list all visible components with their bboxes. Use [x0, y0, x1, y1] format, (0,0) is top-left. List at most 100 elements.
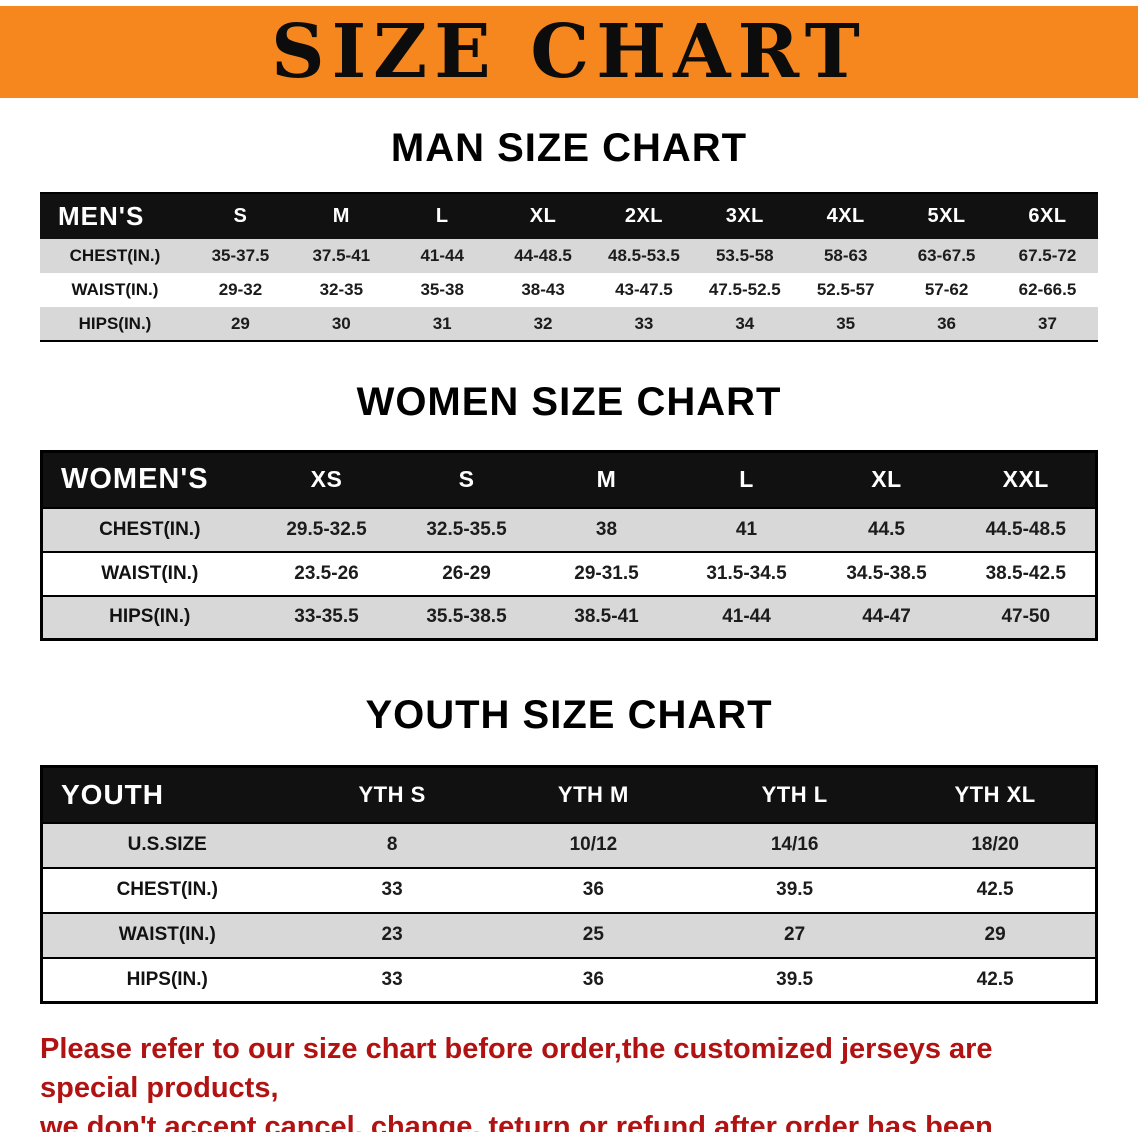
measurement-value-cell: 35-38: [420, 280, 464, 299]
size-header-cell: YTH XL: [954, 781, 1036, 807]
table-header-row: WOMEN'S XS S M L XL XXL: [41, 451, 1097, 508]
measurement-value-cell: 44-48.5: [514, 246, 572, 265]
size-header-cell: XL: [871, 466, 902, 493]
measurement-value-cell: 29-31.5: [574, 562, 639, 584]
measurement-value-cell: 43-47.5: [615, 280, 673, 299]
table-title-cell: WOMEN'S: [61, 463, 209, 496]
size-header-cell: L: [435, 205, 449, 227]
size-header-cell: 5XL: [927, 205, 966, 227]
measurement-label-cell: CHEST(IN.): [69, 246, 161, 265]
measurement-value-cell: 10/12: [569, 834, 618, 855]
measurement-value-cell: 39.5: [776, 879, 814, 900]
size-header-cell: M: [332, 205, 350, 227]
size-header-cell: S: [233, 205, 248, 227]
measurement-row: HIPS(IN.) 33-35.5 35.5-38.5 38.5-41 41-44 44-…: [41, 595, 1097, 640]
size-header-cell: XL: [529, 205, 557, 227]
measurement-value-cell: 29: [984, 924, 1006, 945]
measurement-value-cell: 36: [582, 879, 604, 900]
measurement-value-cell: 38-43: [521, 280, 565, 299]
size-header-cell: 3XL: [725, 205, 764, 227]
measurement-value-cell: 39.5: [776, 968, 814, 990]
size-header-cell: S: [458, 466, 475, 493]
table-header-row: YOUTH YTH S YTH M YTH L YTH XL: [41, 766, 1097, 823]
measurement-value-cell: 42.5: [976, 968, 1014, 990]
youth-section: YOUTH SIZE CHART YOUTH YTH S YTH M YTH L YTH…: [0, 693, 1138, 1004]
women-section-heading: WOMEN SIZE CHART: [356, 380, 782, 424]
table-header-row: MEN'S S M L XL 2XL 3XL 4XL 5XL 6XL: [40, 193, 1098, 239]
measurement-label-cell: CHEST(IN.): [116, 879, 218, 900]
measurement-value-cell: 38.5-42.5: [985, 562, 1066, 584]
measurement-value-cell: 31: [432, 313, 452, 333]
women-section: WOMEN SIZE CHART WOMEN'S XS S M L XL XXL CHEST(…: [0, 380, 1138, 641]
measurement-value-cell: 23: [381, 924, 403, 945]
measurement-value-cell: 44.5-48.5: [985, 518, 1066, 540]
banner-title: SIZE CHART: [271, 9, 867, 95]
measurement-value-cell: 38: [595, 518, 618, 540]
size-header-cell: 2XL: [624, 205, 664, 227]
measurement-value-cell: 37.5-41: [312, 246, 371, 265]
measurement-label-cell: HIPS(IN.): [78, 313, 152, 333]
men-section-heading: MAN SIZE CHART: [390, 126, 748, 170]
measurement-value-cell: 32-35: [319, 280, 364, 299]
measurement-value-cell: 38.5-41: [574, 606, 639, 628]
measurement-value-cell: 63-67.5: [917, 246, 976, 265]
measurement-value-cell: 26-29: [442, 562, 491, 584]
measurement-value-cell: 32.5-35.5: [426, 518, 507, 540]
disclaimer-line-1: Please refer to our size chart before or…: [40, 1033, 993, 1105]
measurement-value-cell: 33-35.5: [294, 606, 359, 628]
measurement-value-cell: 29: [230, 313, 250, 333]
measurement-value-cell: 35-37.5: [211, 246, 270, 265]
measurement-value-cell: 35: [836, 313, 856, 333]
size-header-cell: L: [739, 466, 754, 493]
measurement-value-cell: 32: [533, 313, 553, 333]
measurement-value-cell: 8: [386, 834, 398, 855]
measurement-value-cell: 29-32: [218, 280, 263, 299]
measurement-value-cell: 62-66.5: [1018, 280, 1077, 299]
measurement-value-cell: 18/20: [971, 834, 1019, 855]
measurement-row: CHEST(IN.) 35-37.5 37.5-41 41-44 44-48.5 48.5…: [40, 239, 1098, 273]
youth-size-table: YOUTH YTH S YTH M YTH L YTH XL U.S.SIZE 8 10/12…: [40, 765, 1098, 1004]
measurement-value-cell: 57-62: [924, 280, 969, 299]
size-header-cell: 4XL: [826, 205, 865, 227]
measurement-value-cell: 36: [937, 313, 957, 333]
measurement-value-cell: 33: [381, 968, 403, 990]
measurement-value-cell: 33: [634, 313, 654, 333]
measurement-value-cell: 30: [331, 313, 351, 333]
youth-section-heading: YOUTH SIZE CHART: [365, 693, 773, 737]
measurement-label-cell: CHEST(IN.): [99, 518, 201, 540]
size-header-cell: XS: [310, 466, 343, 493]
measurement-value-cell: 14/16: [770, 834, 819, 855]
table-title-cell: MEN'S: [58, 201, 145, 231]
measurement-value-cell: 41: [735, 518, 758, 540]
table-title-cell: YOUTH: [61, 778, 164, 810]
measurement-value-cell: 31.5-34.5: [706, 562, 787, 584]
measurement-label-cell: U.S.SIZE: [127, 834, 207, 855]
measurement-label-cell: HIPS(IN.): [109, 606, 191, 628]
measurement-row: HIPS(IN.) 33 36 39.5 42.5: [41, 958, 1097, 1003]
size-header-cell: YTH S: [358, 781, 426, 807]
measurement-value-cell: 33: [381, 879, 403, 900]
measurement-value-cell: 34.5-38.5: [846, 562, 927, 584]
measurement-value-cell: 44-47: [862, 606, 911, 628]
measurement-label-cell: WAIST(IN.): [101, 562, 199, 584]
measurement-label-cell: WAIST(IN.): [118, 924, 216, 945]
measurement-value-cell: 44.5: [868, 518, 905, 540]
men-size-table: MEN'S S M L XL 2XL 3XL 4XL 5XL 6XL CHEST(IN.) 35-37…: [40, 192, 1098, 342]
disclaimer-note: Please refer to our size chart before or…: [40, 1030, 1098, 1132]
measurement-value-cell: 27: [784, 924, 806, 945]
measurement-value-cell: 67.5-72: [1018, 246, 1077, 265]
measurement-value-cell: 35.5-38.5: [426, 606, 507, 628]
size-header-cell: M: [596, 466, 617, 493]
measurement-value-cell: 58-63: [823, 246, 868, 265]
size-header-cell: XXL: [1002, 466, 1049, 493]
measurement-value-cell: 47-50: [1001, 606, 1051, 628]
measurement-value-cell: 53.5-58: [715, 246, 774, 265]
size-header-cell: YTH L: [761, 781, 828, 807]
measurement-value-cell: 42.5: [976, 879, 1014, 900]
measurement-value-cell: 47.5-52.5: [708, 280, 781, 299]
measurement-row: U.S.SIZE 8 10/12 14/16 18/20: [41, 822, 1097, 868]
measurement-row: WAIST(IN.) 29-32 32-35 35-38 38-43 43-47.5 47.…: [40, 273, 1098, 307]
measurement-value-cell: 41-44: [722, 606, 771, 628]
measurement-value-cell: 52.5-57: [816, 280, 875, 299]
